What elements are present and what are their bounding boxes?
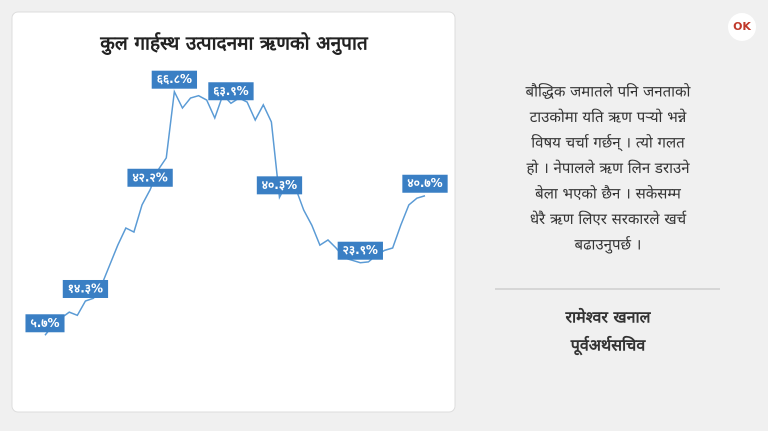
quote-line: बेला भएको छैन । सकेसम्म: [535, 185, 682, 203]
value-label-box: [256, 176, 303, 195]
value-label: ५.७%: [30, 316, 59, 330]
author-name: रामेश्वर खनाल: [564, 308, 651, 327]
value-label-box: [127, 168, 173, 187]
quote: बौद्धिक जमातले पनि जनताको टाउकोमा यति ऋण …: [526, 83, 692, 255]
quote-line: हो । नेपालले ऋण लिन डराउने: [526, 159, 690, 177]
value-label: २३.९%: [343, 243, 378, 257]
value-label: ६३.९%: [213, 84, 248, 98]
value-label-box: [337, 241, 383, 260]
value-label-box: [402, 174, 448, 193]
quote-line: धेरै ऋण लिएर सरकारले खर्च: [530, 210, 687, 228]
value-label: ४२.२%: [132, 170, 167, 184]
quote-line: बौद्धिक जमातले पनि जनताको: [526, 83, 692, 101]
value-label: ४०.७%: [407, 176, 442, 190]
author-role: पूर्वअर्थसचिव: [570, 336, 647, 356]
value-label-box: [151, 70, 198, 89]
logo-badge: [728, 13, 756, 41]
quote-line: बढाउनुपर्छ ।: [575, 236, 642, 255]
value-label-box: [208, 82, 254, 101]
line: [44, 89, 426, 336]
quote-line: टाउकोमा यति ऋण पर्‍यो भन्ने: [530, 108, 687, 126]
chart-title: कुल गार्हस्थ उत्पादनमा ऋणको अनुपात: [99, 32, 369, 56]
value-label: ४०.३%: [262, 178, 297, 192]
value-label-box: [25, 314, 65, 333]
value-label: १४.३%: [68, 281, 103, 295]
value-label: ६६.८%: [157, 72, 192, 86]
logo: OK: [733, 20, 751, 33]
value-label-box: [62, 279, 109, 298]
quote-line: विषय चर्चा गर्छन् । त्यो गलत: [531, 134, 685, 152]
chart-card: [11, 11, 456, 413]
